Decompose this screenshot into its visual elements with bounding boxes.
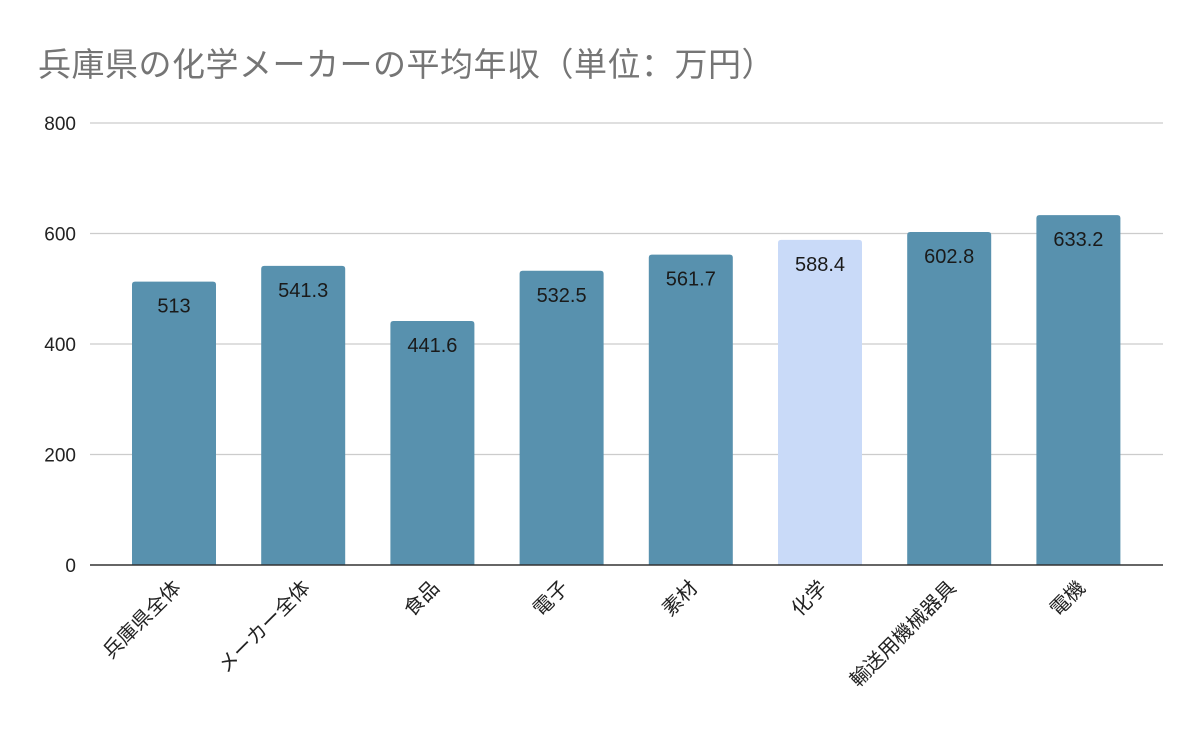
data-label: 588.4 (795, 254, 845, 276)
x-category-label: 化学 (786, 576, 831, 621)
bar-素材 (648, 254, 733, 565)
gridlines (90, 122, 1163, 456)
bar-電子 (519, 270, 604, 565)
x-category-label: 食品 (399, 576, 444, 621)
data-label: 541.3 (278, 280, 328, 302)
bar-メーカー全体 (261, 265, 346, 565)
chart-title: 兵庫県の化学メーカーの平均年収（単位：万円） (38, 45, 775, 84)
bars (132, 215, 1121, 566)
y-tick-label: 400 (44, 335, 76, 356)
data-label: 532.5 (537, 285, 587, 307)
y-axis-tick-labels: 0 200 400 600 800 (44, 114, 76, 577)
y-tick-label: 200 (44, 446, 76, 467)
x-category-label: 素材 (657, 576, 702, 621)
x-axis-category-labels: 兵庫県全体 メーカー全体 食品 電子 素材 化学 輸送用機械器具 電機 (98, 576, 1090, 692)
y-tick-label: 0 (65, 556, 76, 577)
data-label: 633.2 (1053, 229, 1103, 251)
bar-食品 (390, 321, 475, 565)
data-labels: 513 541.3 441.6 532.5 561.7 588.4 602.8 633.2 (157, 229, 1103, 357)
x-category-label: 兵庫県全体 (98, 576, 186, 664)
data-label: 441.6 (407, 335, 457, 357)
data-label: 513 (157, 296, 190, 318)
bar-輸送用機械器具 (907, 231, 992, 565)
x-category-label: メーカー全体 (213, 576, 315, 678)
y-tick-label: 800 (44, 114, 76, 135)
bar-電機 (1036, 215, 1121, 566)
x-category-label: 電子 (528, 576, 573, 621)
data-label: 561.7 (666, 269, 716, 291)
y-tick-label: 600 (44, 225, 76, 246)
x-category-label: 電機 (1045, 576, 1090, 621)
x-category-label: 輸送用機械器具 (845, 576, 961, 692)
data-label: 602.8 (924, 246, 974, 268)
bar-兵庫県全体 (132, 281, 216, 565)
bar-化学 (778, 239, 862, 565)
